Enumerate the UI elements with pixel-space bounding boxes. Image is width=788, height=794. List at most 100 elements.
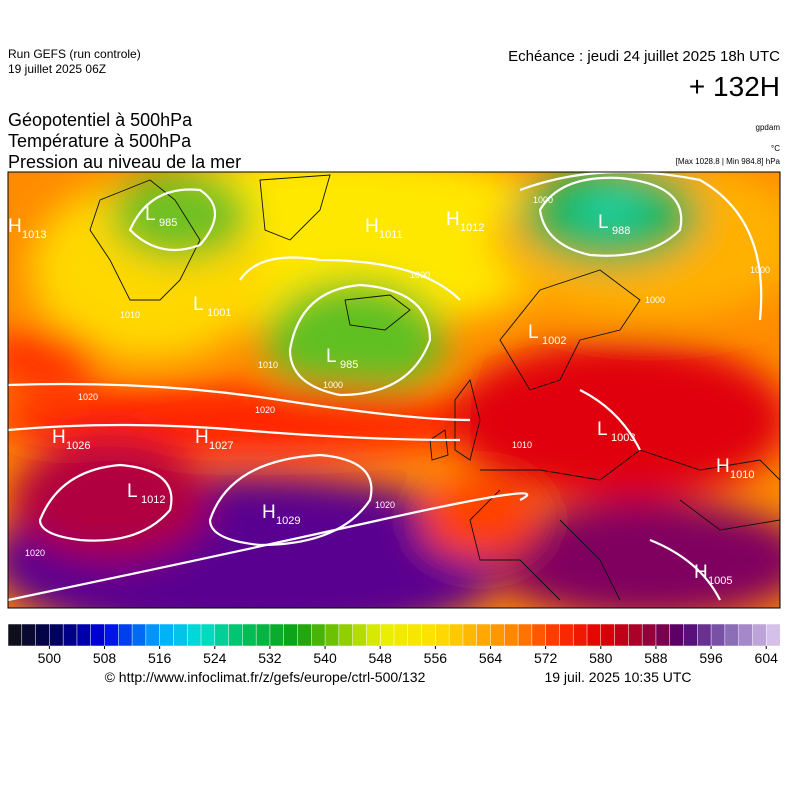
- title: Température à 500hPa: [8, 131, 192, 151]
- isobar-label: 1000: [410, 270, 430, 280]
- colorbar-swatch: [545, 623, 560, 647]
- center-value: 1012: [141, 494, 165, 506]
- colorbar-tick-label: 540: [313, 650, 337, 666]
- colorbar-swatch: [242, 623, 257, 647]
- unit: gpdam: [756, 123, 781, 132]
- center-kind: L: [326, 346, 337, 367]
- colorbar-tick-label: 548: [369, 650, 393, 666]
- colorbar-swatch: [131, 623, 147, 647]
- colorbar-swatch: [765, 623, 781, 647]
- colorbar-tick-label: 604: [755, 650, 779, 666]
- colorbar-swatch: [21, 623, 37, 647]
- colorbar-tick-label: 596: [699, 650, 723, 666]
- center-value: 985: [340, 359, 358, 371]
- valid-time: Echéance : jeudi 24 juillet 2025 18h UTC: [508, 48, 780, 65]
- colorbar-tick-label: 556: [424, 650, 448, 666]
- colorbar-swatch: [379, 623, 395, 647]
- generated: 19 juil. 2025 10:35 UTC: [544, 669, 691, 685]
- center-kind: H: [8, 216, 22, 237]
- colorbar-swatch: [311, 623, 326, 647]
- colorbar-tick-label: 508: [93, 650, 117, 666]
- center-kind: H: [716, 456, 730, 477]
- colorbar-swatch: [476, 623, 492, 647]
- isobar-label: 1010: [512, 440, 532, 450]
- colorbar-tick-label: 564: [479, 650, 503, 666]
- colorbar-swatch: [283, 623, 299, 647]
- colorbar-swatch: [752, 623, 767, 647]
- colorbar-swatch: [572, 623, 588, 647]
- isobar-label: 1010: [258, 360, 278, 370]
- center-kind: L: [127, 481, 138, 502]
- isobar-label: 1020: [78, 392, 98, 402]
- isobar-label: 1000: [750, 265, 770, 275]
- colorbar-swatch: [297, 623, 312, 647]
- center-value: 1013: [22, 229, 46, 241]
- center-value: 1005: [708, 575, 732, 587]
- colorbar-swatch: [628, 623, 643, 647]
- isobar-label: 1010: [120, 310, 140, 320]
- colorbar-swatch: [393, 623, 409, 647]
- source: © http://www.infoclimat.fr/z/gefs/europe…: [105, 669, 426, 685]
- center-kind: L: [597, 419, 608, 440]
- center-kind: L: [193, 294, 204, 315]
- colorbar-swatch: [559, 623, 574, 647]
- colorbar: 500 508 516 524 532 540 548 556 564 572 580 588 596 6…: [7, 623, 781, 666]
- isobar-label: 1000: [323, 380, 343, 390]
- colorbar-swatch: [641, 623, 657, 647]
- center-value: 1010: [730, 469, 754, 481]
- colorbar-tick-label: 500: [38, 650, 62, 666]
- run: Run GEFS (run controle): [8, 47, 141, 61]
- colorbar-swatch: [7, 623, 23, 647]
- center-value: 985: [159, 217, 177, 229]
- colorbar-swatch: [448, 623, 464, 647]
- center-kind: L: [598, 212, 609, 233]
- colorbar-swatch: [324, 623, 340, 647]
- colorbar-swatch: [531, 623, 547, 647]
- isobar-label: 1000: [645, 295, 665, 305]
- colorbar-swatch: [655, 623, 671, 647]
- colorbar-swatch: [421, 623, 436, 647]
- center-value: 1001: [207, 307, 231, 319]
- center-kind: H: [195, 427, 209, 448]
- isobar-label: 1000: [533, 195, 553, 205]
- colorbar-tick-label: 524: [203, 650, 227, 666]
- colorbar-tick-label: 516: [148, 650, 172, 666]
- colorbar-swatch: [462, 623, 478, 647]
- colorbar-swatch: [118, 623, 133, 647]
- center-value: 1002: [542, 335, 566, 347]
- colorbar-swatch: [269, 623, 285, 647]
- colorbar-swatch: [586, 623, 602, 647]
- colorbar-swatch: [173, 623, 188, 647]
- center-value: 1029: [276, 515, 300, 527]
- run-date: 19 juillet 2025 06Z: [8, 62, 106, 76]
- map-frame: [7, 171, 781, 609]
- colorbar-swatch: [145, 623, 161, 647]
- colorbar-swatch: [614, 623, 629, 647]
- center-value: 1027: [209, 440, 233, 452]
- center-kind: H: [446, 209, 460, 230]
- colorbar-swatch: [338, 623, 354, 647]
- map: [8, 172, 780, 608]
- colorbar-swatch: [697, 623, 712, 647]
- colorbar-swatch: [724, 623, 740, 647]
- colorbar-swatch: [710, 623, 726, 647]
- colorbar-swatch: [90, 623, 106, 647]
- colorbar-tick-label: 580: [589, 650, 613, 666]
- colorbar-swatch: [683, 623, 698, 647]
- unit: [Max 1028.8 | Min 984.8] hPa: [676, 157, 781, 166]
- colorbar-swatch: [35, 623, 50, 647]
- isobar-label: 1020: [375, 500, 395, 510]
- isobar-label: 1020: [255, 405, 275, 415]
- title: Pression au niveau de la mer: [8, 152, 241, 172]
- colorbar-swatch: [600, 623, 616, 647]
- colorbar-tick-label: 588: [644, 650, 668, 666]
- colorbar-swatch: [504, 623, 519, 647]
- colorbar-swatch: [186, 623, 202, 647]
- colorbar-swatch: [159, 623, 174, 647]
- colorbar-swatch: [407, 623, 423, 647]
- colorbar-swatch: [62, 623, 78, 647]
- center-kind: H: [52, 427, 66, 448]
- center-value: 988: [612, 225, 630, 237]
